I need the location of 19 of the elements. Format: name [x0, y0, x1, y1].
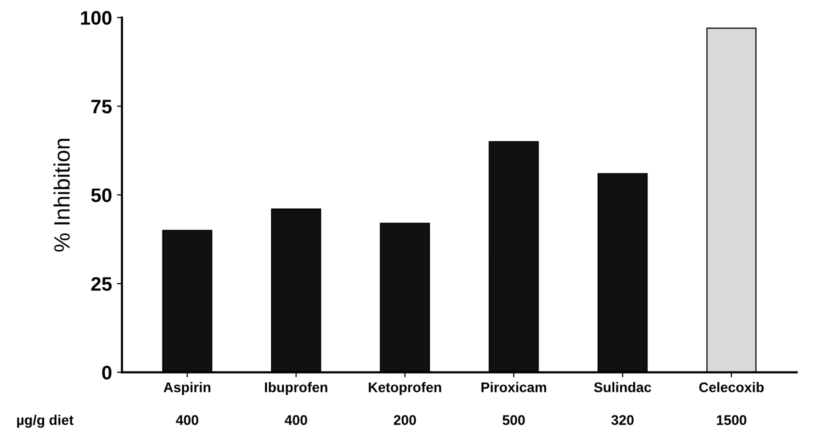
x-tick-label: Ketoprofen — [368, 382, 442, 395]
y-tick-label: 25 — [91, 277, 112, 291]
y-tick-label: 75 — [91, 100, 112, 114]
text: 500 — [502, 415, 525, 425]
x-tick-label: Aspirin — [164, 382, 210, 395]
y-tick-label: 0 — [102, 366, 112, 380]
x-tick-label: Piroxicam — [481, 382, 546, 392]
text: 400 — [284, 415, 308, 425]
y-axis-title: % Inhibition — [54, 138, 70, 252]
x-tick-label: Sulindac — [594, 382, 652, 392]
text: 400 — [176, 415, 198, 425]
y-tick-label: 50 — [91, 188, 112, 202]
text: µg/g diet — [17, 414, 74, 428]
x-tick-label: Ibuprofen — [265, 382, 328, 395]
y-tick-label: 100 — [81, 10, 112, 25]
text: 200 — [394, 415, 416, 425]
x-tick-label: Celecoxib — [699, 382, 764, 392]
text: 320 — [611, 415, 634, 426]
text: 1500 — [716, 415, 746, 425]
